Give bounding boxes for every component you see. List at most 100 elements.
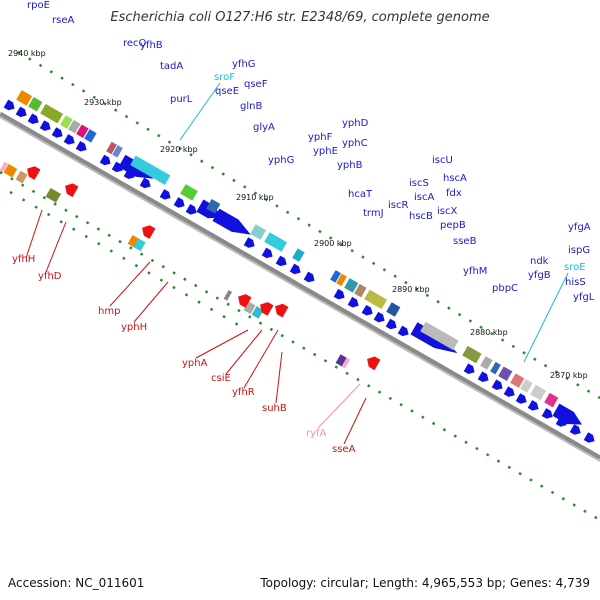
forward-feature-box[interactable] bbox=[344, 278, 359, 293]
label-iscX[interactable]: iscX bbox=[437, 206, 457, 217]
forward-feature-box[interactable] bbox=[84, 129, 97, 143]
label-recO[interactable]: recO bbox=[123, 38, 147, 49]
forward-gene-long[interactable] bbox=[552, 403, 585, 431]
label-hcaT[interactable]: hcaT bbox=[348, 189, 373, 200]
forward-gene-arrow[interactable] bbox=[3, 99, 17, 113]
label-purL[interactable]: purL bbox=[170, 94, 193, 105]
label-hscA[interactable]: hscA bbox=[443, 173, 467, 184]
forward-gene-arrow[interactable] bbox=[75, 140, 89, 154]
forward-feature-box[interactable] bbox=[520, 379, 533, 393]
label-suhB[interactable]: suhB bbox=[262, 403, 287, 414]
label-ispG[interactable]: ispG bbox=[568, 245, 590, 256]
forward-feature-box[interactable] bbox=[250, 224, 267, 240]
label-hmp[interactable]: hmp bbox=[98, 306, 120, 317]
forward-feature-box[interactable] bbox=[480, 356, 493, 370]
forward-feature-box[interactable] bbox=[16, 90, 33, 106]
label-yfhG[interactable]: yfhG bbox=[232, 59, 256, 70]
forward-gene-arrow[interactable] bbox=[347, 296, 361, 310]
forward-feature-box[interactable] bbox=[498, 366, 513, 381]
forward-feature-box[interactable] bbox=[76, 124, 89, 139]
forward-gene-arrow[interactable] bbox=[261, 247, 275, 261]
forward-feature-box[interactable] bbox=[28, 96, 43, 112]
label-hscB[interactable]: hscB bbox=[409, 211, 433, 222]
forward-gene-arrow[interactable] bbox=[15, 106, 29, 120]
forward-feature-box[interactable] bbox=[354, 283, 367, 298]
reverse-feature-box[interactable] bbox=[45, 187, 62, 203]
forward-feature-box[interactable] bbox=[330, 270, 341, 283]
label-fdx[interactable]: fdx bbox=[446, 188, 462, 199]
label-yphA[interactable]: yphA bbox=[182, 358, 208, 369]
forward-gene-arrow[interactable] bbox=[541, 408, 555, 421]
label-qseF[interactable]: qseF bbox=[244, 79, 268, 90]
label-yphB[interactable]: yphB bbox=[337, 160, 363, 171]
label-iscR[interactable]: iscR bbox=[388, 200, 408, 211]
label-yphG[interactable]: yphG bbox=[268, 155, 294, 166]
label-qseE[interactable]: qseE bbox=[215, 86, 239, 97]
reverse-gene-arrow[interactable] bbox=[257, 299, 274, 316]
label-rpoE[interactable]: rpoE bbox=[27, 0, 50, 11]
forward-gene-arrow[interactable] bbox=[527, 400, 541, 413]
forward-feature-box[interactable] bbox=[490, 361, 501, 375]
forward-gene-arrow[interactable] bbox=[99, 154, 113, 168]
forward-gene-arrow[interactable] bbox=[385, 318, 399, 332]
forward-gene-arrow[interactable] bbox=[477, 371, 491, 384]
label-tadA[interactable]: tadA bbox=[160, 61, 183, 72]
label-yphH[interactable]: yphH bbox=[121, 322, 147, 333]
forward-gene-arrow[interactable] bbox=[361, 304, 375, 318]
forward-gene-arrow[interactable] bbox=[503, 386, 517, 399]
forward-gene-arrow[interactable] bbox=[185, 204, 199, 217]
forward-gene-arrow[interactable] bbox=[243, 237, 257, 250]
reverse-feature-box[interactable] bbox=[251, 306, 264, 319]
forward-gene-arrow[interactable] bbox=[333, 288, 347, 302]
reverse-feature-box[interactable] bbox=[243, 301, 256, 315]
forward-feature-box[interactable] bbox=[386, 302, 401, 317]
label-yphC[interactable]: yphC bbox=[342, 138, 368, 149]
forward-gene-arrow[interactable] bbox=[397, 325, 411, 339]
forward-feature-box[interactable] bbox=[106, 141, 117, 155]
label-yphF[interactable]: yphF bbox=[308, 132, 333, 143]
forward-feature-box[interactable] bbox=[130, 155, 171, 185]
forward-gene-arrow[interactable] bbox=[139, 177, 153, 191]
label-glnB[interactable]: glnB bbox=[240, 101, 262, 112]
forward-gene-arrow[interactable] bbox=[159, 189, 173, 202]
label-iscU[interactable]: iscU bbox=[432, 155, 453, 166]
forward-feature-box[interactable] bbox=[462, 345, 482, 364]
reverse-feature-box[interactable] bbox=[0, 161, 9, 173]
forward-gene-arrow[interactable] bbox=[491, 379, 505, 392]
label-glyA[interactable]: glyA bbox=[253, 122, 275, 133]
forward-gene-arrow[interactable] bbox=[289, 263, 303, 277]
forward-gene-arrow[interactable] bbox=[373, 311, 387, 325]
label-sseB[interactable]: sseB bbox=[453, 236, 477, 247]
forward-feature-box[interactable] bbox=[264, 232, 288, 252]
forward-gene-arrow[interactable] bbox=[463, 363, 477, 376]
label-yfhH[interactable]: yfhH bbox=[12, 254, 35, 265]
reverse-gene-arrow[interactable] bbox=[364, 354, 381, 371]
label-pepB[interactable]: pepB bbox=[440, 220, 466, 231]
reverse-gene-arrow[interactable] bbox=[62, 181, 79, 198]
label-yphE[interactable]: yphE bbox=[313, 146, 338, 157]
label-ndk[interactable]: ndk bbox=[530, 256, 549, 267]
reverse-gene-arrow[interactable] bbox=[24, 164, 41, 180]
label-yfgL[interactable]: yfgL bbox=[573, 292, 595, 303]
forward-gene-arrow[interactable] bbox=[39, 120, 53, 133]
label-yphD[interactable]: yphD bbox=[342, 118, 369, 129]
label-hisS[interactable]: hisS bbox=[565, 277, 586, 288]
label-yfhB[interactable]: yfhB bbox=[140, 40, 163, 51]
forward-gene-arrow[interactable] bbox=[63, 134, 77, 147]
label-csiE[interactable]: csiE bbox=[211, 373, 231, 384]
forward-feature-box[interactable] bbox=[544, 392, 559, 408]
forward-feature-box[interactable] bbox=[530, 384, 547, 401]
forward-feature-box[interactable] bbox=[40, 103, 64, 124]
forward-feature-box[interactable] bbox=[180, 184, 198, 201]
forward-feature-box[interactable] bbox=[68, 119, 81, 134]
forward-gene-arrow[interactable] bbox=[583, 432, 597, 445]
forward-feature-box[interactable] bbox=[510, 373, 525, 388]
forward-feature-box[interactable] bbox=[364, 289, 388, 310]
label-pbpC[interactable]: pbpC bbox=[492, 283, 518, 294]
label-yfgB[interactable]: yfgB bbox=[528, 270, 551, 281]
reverse-feature-box[interactable] bbox=[335, 354, 348, 367]
forward-gene-long[interactable] bbox=[212, 208, 254, 241]
forward-feature-box[interactable] bbox=[420, 321, 459, 351]
label-yfhM[interactable]: yfhM bbox=[463, 266, 487, 277]
forward-feature-box[interactable] bbox=[60, 115, 73, 129]
